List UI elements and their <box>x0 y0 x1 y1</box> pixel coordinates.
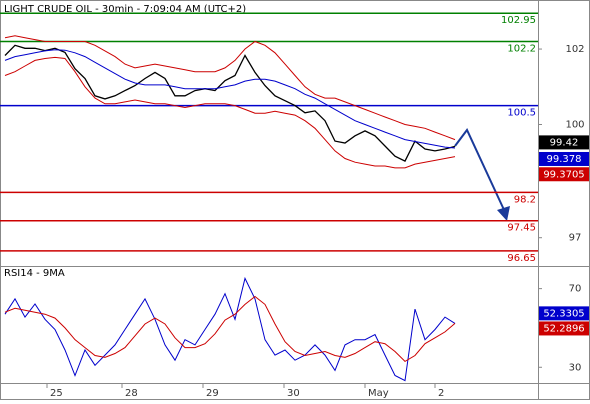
price-tag <box>539 306 589 321</box>
price-tag-label: 52.3305 <box>543 308 584 319</box>
price-tag-label: 99.378 <box>547 154 582 165</box>
series-line <box>4 49 456 149</box>
x-tick-label: 2 <box>438 388 444 399</box>
level-label: 100.5 <box>507 108 536 119</box>
series-line <box>4 35 456 141</box>
level-label: 102.2 <box>507 44 536 55</box>
arrow-head <box>497 206 510 221</box>
y-tick-label: 70 <box>569 284 582 295</box>
price-tag <box>539 321 589 336</box>
series-line <box>4 276 456 382</box>
price-tag <box>539 167 589 182</box>
series-line <box>4 44 456 162</box>
x-tick-label: 30 <box>287 388 300 399</box>
price-tag-label: 99.3705 <box>543 169 584 180</box>
x-tick-label: May <box>368 388 389 399</box>
y-tick-label: 100 <box>565 120 584 131</box>
x-tick-label: 28 <box>125 388 138 399</box>
y-tick-label: 30 <box>569 362 582 373</box>
forecast-arrow <box>454 128 506 213</box>
level-label: 98.2 <box>514 194 536 205</box>
y-tick-label: 102 <box>565 44 584 55</box>
series-line <box>4 56 456 169</box>
y-tick-label: 97 <box>569 233 582 244</box>
x-tick-label: 25 <box>50 388 63 399</box>
price-tag-label: 99.42 <box>550 137 579 148</box>
level-label: 96.65 <box>507 253 536 264</box>
chart-title: LIGHT CRUDE OIL - 30min - 7:09:04 AM (UT… <box>4 4 246 15</box>
price-tag <box>539 135 589 150</box>
chart-title: RSI14 - 9MA <box>4 268 65 279</box>
price-tag <box>539 151 589 166</box>
level-label: 97.45 <box>507 223 536 234</box>
series-line <box>4 295 456 363</box>
level-label: 102.95 <box>501 15 536 26</box>
price-tag-label: 52.2896 <box>543 323 584 334</box>
x-tick-label: 29 <box>206 388 219 399</box>
